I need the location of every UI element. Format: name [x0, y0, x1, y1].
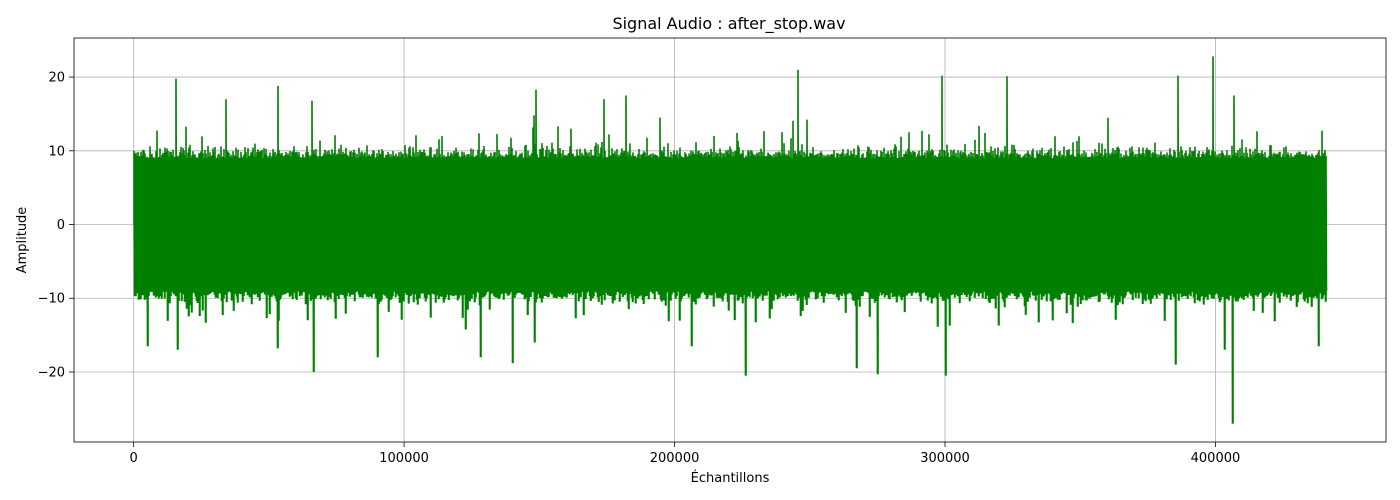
x-axis: 0 100000 200000 300000 400000: [129, 442, 1240, 466]
x-tick-label: 0: [129, 451, 137, 466]
y-tick-label: 20: [48, 71, 65, 86]
axes-frame: [73, 37, 1387, 443]
y-axis-label: Amplitude: [15, 207, 30, 274]
x-tick-label: 300000: [920, 451, 970, 466]
x-tick-label: 400000: [1191, 451, 1241, 466]
y-tick-label: −20: [38, 365, 65, 380]
y-tick-label: 0: [57, 218, 65, 233]
x-tick-label: 200000: [650, 451, 700, 466]
signal-layer: [133, 56, 1328, 424]
y-axis: −20 −10 0 10 20: [38, 71, 74, 380]
signal-line: [133, 56, 1328, 424]
x-tick-label: 100000: [379, 451, 429, 466]
plot-area: 0 100000 200000 300000 400000 −20 −10 0 10 20: [38, 37, 1387, 466]
chart-title: Signal Audio : after_stop.wav: [612, 14, 845, 34]
x-axis-label: Échantillons: [691, 470, 770, 486]
y-tick-label: 10: [48, 144, 65, 159]
y-tick-label: −10: [38, 292, 65, 307]
